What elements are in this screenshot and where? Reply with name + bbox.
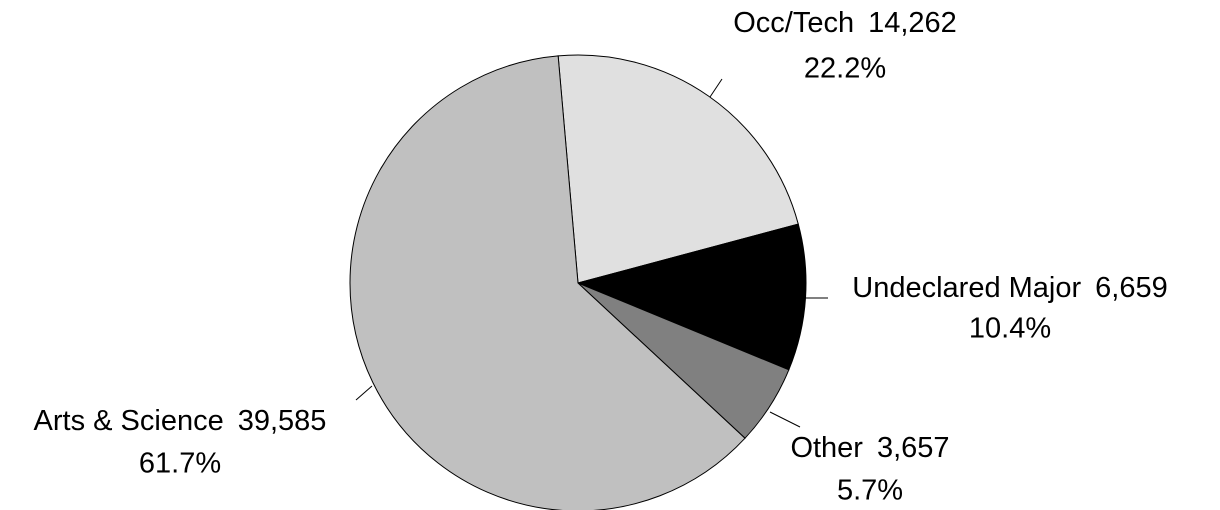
value-label: 39,585: [238, 405, 327, 437]
pie-slice: [557, 54, 799, 284]
leader-line: [769, 411, 801, 428]
percent-label: 22.2%: [804, 53, 886, 85]
percent-label: 5.7%: [837, 475, 903, 507]
slice-label: Occ/Tech 14,262: [733, 7, 957, 39]
slice-label: Arts & Science 39,585: [34, 405, 327, 437]
category-label: Arts & Science: [34, 405, 224, 437]
percent-label: 10.4%: [969, 313, 1051, 345]
pie-slice: [349, 55, 746, 510]
value-label: 6,659: [1095, 272, 1168, 304]
percent-label: 61.7%: [139, 448, 221, 480]
category-label: Other: [790, 432, 863, 464]
value-label: 3,657: [877, 432, 950, 464]
leader-line: [709, 78, 723, 98]
slice-label: Undeclared Major 6,659: [852, 272, 1167, 304]
slice-label: Other 3,657: [790, 432, 949, 464]
value-label: 14,262: [868, 7, 957, 39]
category-label: Undeclared Major: [852, 272, 1081, 304]
leader-line: [355, 385, 373, 401]
category-label: Occ/Tech: [733, 7, 854, 39]
